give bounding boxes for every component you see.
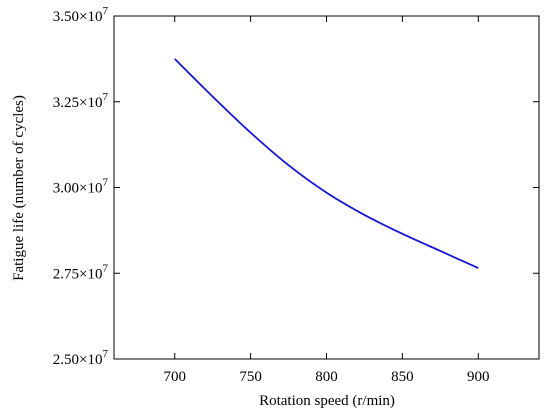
x-tick-label: 700 xyxy=(163,369,186,385)
plot-frame xyxy=(113,15,540,360)
y-tick-exponent: 7 xyxy=(103,91,109,103)
series-layer xyxy=(174,58,479,269)
y-tick-exponent: 7 xyxy=(103,348,109,360)
y-tick-mantissa: 2.75×10 xyxy=(53,266,103,282)
y-tick-mantissa: 2.50×10 xyxy=(53,352,103,368)
y-tick-mantissa: 3.25×10 xyxy=(53,95,103,111)
y-tick-exponent: 7 xyxy=(103,262,109,274)
y-tick-label: 2.75×107 xyxy=(53,262,109,282)
series-line xyxy=(174,58,479,269)
y-tick-exponent: 7 xyxy=(103,5,109,17)
y-tick-exponent: 7 xyxy=(103,177,109,189)
y-axis-title: Fatigue life (number of cycles) xyxy=(11,95,27,281)
y-tick-mantissa: 3.00×10 xyxy=(53,181,103,197)
x-axis-title: Rotation speed (r/min) xyxy=(259,393,395,409)
y-tick-label: 3.00×107 xyxy=(53,177,109,197)
x-tick-label: 900 xyxy=(467,369,490,385)
y-tick-label: 3.50×107 xyxy=(53,5,109,25)
y-tick-label: 3.25×107 xyxy=(53,91,109,111)
y-tick-label: 2.50×107 xyxy=(53,348,109,368)
x-tick-label: 850 xyxy=(391,369,414,385)
y-tick-mantissa: 3.50×10 xyxy=(53,9,103,25)
ticks: 700 750 800 850 9002.50×1072.75×1073.00×1073… xyxy=(53,5,539,385)
x-tick-label: 750 xyxy=(239,369,262,385)
x-tick-label: 800 xyxy=(315,369,338,385)
